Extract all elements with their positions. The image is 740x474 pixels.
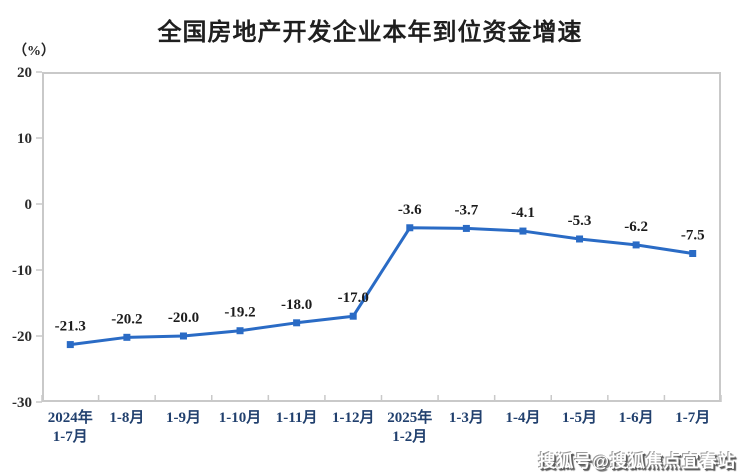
data-point-label: -5.3 xyxy=(568,213,592,229)
data-point-marker xyxy=(519,227,527,235)
data-point-marker xyxy=(293,319,301,327)
x-axis-tick-label: 1-8月 xyxy=(109,409,144,426)
data-point-marker xyxy=(406,224,414,232)
data-point-marker xyxy=(179,332,187,340)
data-point-marker xyxy=(66,341,74,349)
x-axis-tick-label: 1-12月 xyxy=(332,409,375,426)
x-axis-tick-label: 1-9月 xyxy=(166,409,201,426)
data-point-label: -20.2 xyxy=(111,311,142,327)
x-axis-tick-label: 1-3月 xyxy=(449,409,484,426)
data-point-marker xyxy=(576,235,584,243)
x-axis-tick-label: 1-4月 xyxy=(505,409,540,426)
data-line xyxy=(68,226,695,347)
x-axis-tick-label: 1-7月 xyxy=(675,409,710,426)
x-axis-tick-label: 1-6月 xyxy=(619,409,654,426)
data-point-label: -4.1 xyxy=(511,205,535,221)
data-point-label: -3.7 xyxy=(455,202,479,218)
x-axis-tick-label: 1-11月 xyxy=(276,409,318,426)
data-point-label: -7.5 xyxy=(681,228,705,244)
y-axis-tick-label: -30 xyxy=(12,395,32,411)
x-axis-tick-label: 1-10月 xyxy=(219,409,262,426)
data-point-marker xyxy=(123,333,131,341)
y-axis-tick-label: 10 xyxy=(17,131,32,147)
x-axis-tick-label: 2025年 1-2月 xyxy=(387,408,432,445)
data-point-label: -19.2 xyxy=(224,305,255,321)
data-point-label: -21.3 xyxy=(55,319,86,335)
data-point-label: -17.0 xyxy=(338,290,369,306)
data-point-label: -3.6 xyxy=(398,202,422,218)
y-axis-tick-label: 20 xyxy=(17,65,32,81)
x-axis-tick-label: 1-5月 xyxy=(562,409,597,426)
data-point-marker xyxy=(236,327,244,335)
plot-area xyxy=(42,72,721,402)
watermark: 搜狐号@搜狐焦点宜春站 xyxy=(538,452,736,471)
x-axis-tick-label: 2024年 1-7月 xyxy=(48,408,93,445)
y-axis-tick-label: 0 xyxy=(25,197,33,213)
y-axis-tick-label: -10 xyxy=(12,263,32,279)
data-point-marker xyxy=(462,224,470,232)
data-point-label: -18.0 xyxy=(281,297,312,313)
data-point-marker xyxy=(632,241,640,249)
y-axis-unit-label: （%） xyxy=(13,44,55,59)
data-point-marker xyxy=(689,250,697,257)
y-axis-tick-label: -20 xyxy=(12,329,32,345)
data-point-label: -6.2 xyxy=(624,219,648,235)
chart-title: 全国房地产开发企业本年到位资金增速 xyxy=(157,19,583,46)
data-point-marker xyxy=(349,312,357,320)
data-point-label: -20.0 xyxy=(168,310,199,326)
